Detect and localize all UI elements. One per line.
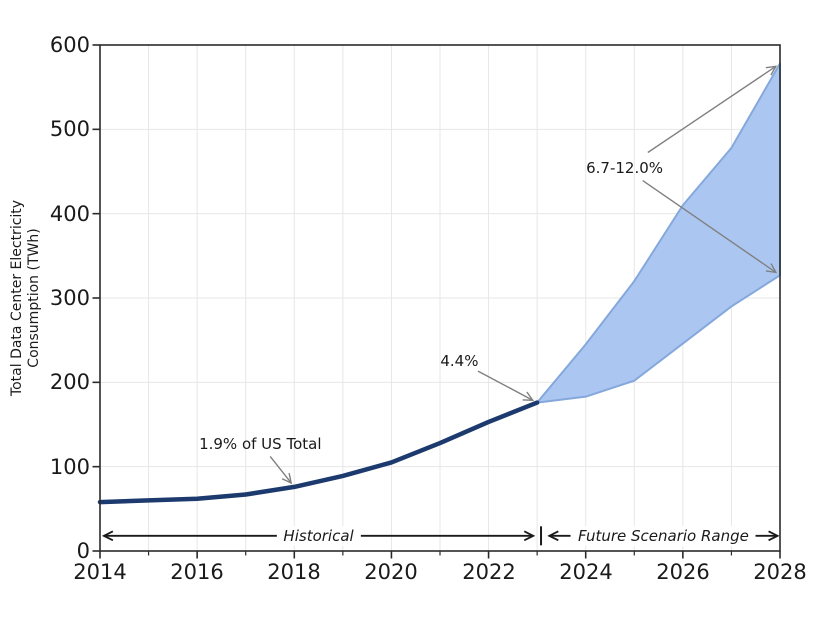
arrowhead-icon — [765, 65, 778, 76]
arrowhead-icon — [523, 530, 536, 542]
annotation-arrow — [477, 370, 534, 401]
x-tick-label-2016: 2016 — [170, 560, 224, 584]
historical-line — [97, 400, 540, 505]
annotation-arrow — [647, 65, 777, 154]
y-tick-label-500: 500 — [49, 117, 90, 141]
y-tick-label-100: 100 — [49, 455, 90, 479]
x-tick-label-2026: 2026 — [656, 560, 710, 584]
x-tick-label-2018: 2018 — [267, 560, 321, 584]
y-tick-label-400: 400 — [49, 202, 90, 226]
x-tick-label-2020: 2020 — [364, 560, 418, 584]
y-tick-label-300: 300 — [49, 286, 90, 310]
annotation-text-0: 1.9% of US Total — [199, 434, 322, 453]
range-label-0: Historical — [276, 525, 361, 546]
future-scenario-band — [536, 62, 781, 404]
annotation-arrow — [269, 456, 292, 484]
range-label-1: Future Scenario Range — [570, 525, 756, 546]
arrowhead-icon — [281, 472, 293, 485]
x-tick-label-2014: 2014 — [73, 560, 127, 584]
x-tick-label-2024: 2024 — [559, 560, 613, 584]
arrowhead-icon — [101, 530, 114, 542]
x-tick-label-2022: 2022 — [462, 560, 516, 584]
arrowhead-icon — [547, 530, 559, 542]
arrowhead-icon — [768, 530, 780, 542]
annotation-text-1: 4.4% — [440, 352, 479, 371]
y-tick-label-0: 0 — [76, 539, 90, 563]
y-tick-label-600: 600 — [49, 33, 90, 57]
annotation-text-2: 6.7-12.0% — [586, 159, 664, 178]
annotation-arrow — [642, 180, 777, 273]
arrowhead-icon — [522, 391, 535, 401]
x-tick-label-2028: 2028 — [753, 560, 807, 584]
arrowhead-icon — [765, 263, 778, 274]
y-tick-label-200: 200 — [49, 370, 90, 394]
